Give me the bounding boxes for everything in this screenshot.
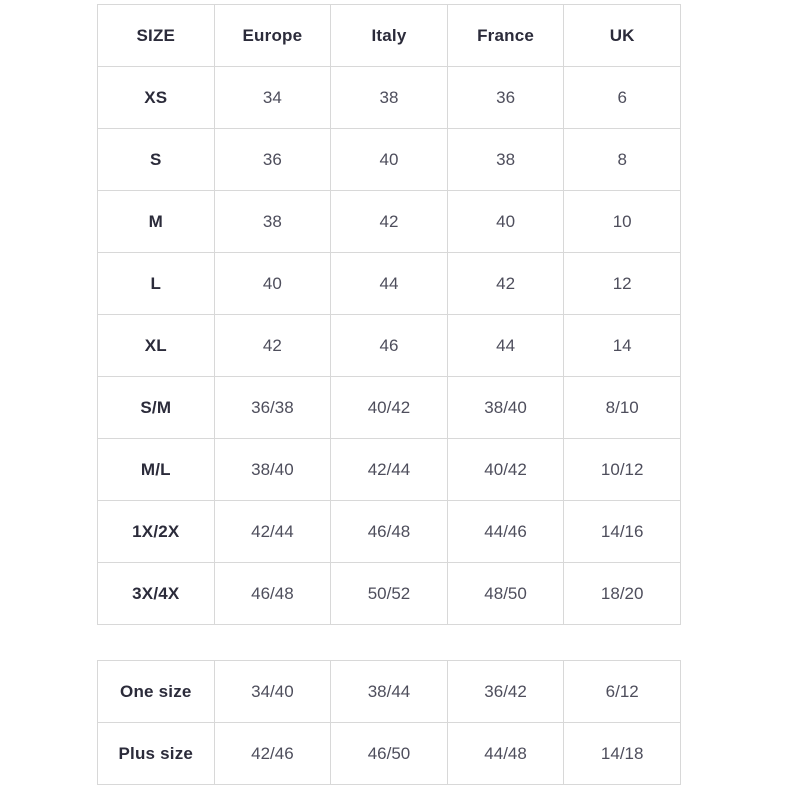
table-row: Plus size 42/46 46/50 44/48 14/18 bbox=[97, 722, 681, 785]
table-cell: 6 bbox=[563, 66, 681, 129]
table-cell: 38/40 bbox=[446, 376, 565, 439]
table-cell: 48/50 bbox=[446, 562, 565, 625]
table-cell: 14 bbox=[563, 314, 681, 377]
table-cell: 46/50 bbox=[330, 722, 448, 785]
table-cell: 44 bbox=[446, 314, 565, 377]
table-row: S/M 36/38 40/42 38/40 8/10 bbox=[97, 376, 681, 439]
size-table-body: XS 34 38 36 6 S 36 40 38 8 M 38 42 40 10 bbox=[97, 66, 681, 625]
table-cell: 38 bbox=[446, 128, 565, 191]
table-cell: 6/12 bbox=[563, 660, 681, 723]
special-table-body: One size 34/40 38/44 36/42 6/12 Plus siz… bbox=[97, 660, 681, 785]
table-cell: 44/48 bbox=[446, 722, 565, 785]
table-row: 1X/2X 42/44 46/48 44/46 14/16 bbox=[97, 500, 681, 563]
row-label: XL bbox=[97, 314, 215, 377]
table-row: XS 34 38 36 6 bbox=[97, 66, 681, 129]
table-cell: 10 bbox=[563, 190, 681, 253]
row-label: XS bbox=[97, 66, 215, 129]
table-row: One size 34/40 38/44 36/42 6/12 bbox=[97, 660, 681, 723]
table-cell: 38/44 bbox=[330, 660, 448, 723]
table-row: XL 42 46 44 14 bbox=[97, 314, 681, 377]
row-label: 3X/4X bbox=[97, 562, 215, 625]
table-cell: 8 bbox=[563, 128, 681, 191]
row-label: 1X/2X bbox=[97, 500, 215, 563]
table-cell: 40/42 bbox=[446, 438, 565, 501]
table-cell: 42/46 bbox=[213, 722, 332, 785]
table-row: S 36 40 38 8 bbox=[97, 128, 681, 191]
column-header-uk: UK bbox=[563, 4, 681, 67]
table-cell: 10/12 bbox=[563, 438, 681, 501]
table-row: 3X/4X 46/48 50/52 48/50 18/20 bbox=[97, 562, 681, 625]
table-cell: 14/18 bbox=[563, 722, 681, 785]
row-label: S/M bbox=[97, 376, 215, 439]
table-cell: 46/48 bbox=[213, 562, 332, 625]
table-cell: 44 bbox=[330, 252, 448, 315]
table-row: L 40 44 42 12 bbox=[97, 252, 681, 315]
table-cell: 12 bbox=[563, 252, 681, 315]
table-cell: 38 bbox=[330, 66, 448, 129]
table-cell: 44/46 bbox=[446, 500, 565, 563]
table-cell: 40/42 bbox=[330, 376, 448, 439]
size-conversion-table: SIZE Europe Italy France UK XS 34 38 36 … bbox=[97, 4, 681, 625]
table-cell: 50/52 bbox=[330, 562, 448, 625]
column-header-france: France bbox=[446, 4, 565, 67]
table-cell: 34 bbox=[213, 66, 332, 129]
row-label: M/L bbox=[97, 438, 215, 501]
row-label: Plus size bbox=[97, 722, 215, 785]
table-cell: 8/10 bbox=[563, 376, 681, 439]
table-cell: 38/40 bbox=[213, 438, 332, 501]
table-cell: 42 bbox=[446, 252, 565, 315]
column-header-size: SIZE bbox=[97, 4, 215, 67]
table-cell: 36/42 bbox=[446, 660, 565, 723]
table-cell: 42 bbox=[213, 314, 332, 377]
row-label: M bbox=[97, 190, 215, 253]
table-cell: 42/44 bbox=[330, 438, 448, 501]
table-row: M/L 38/40 42/44 40/42 10/12 bbox=[97, 438, 681, 501]
table-cell: 34/40 bbox=[213, 660, 332, 723]
table-cell: 18/20 bbox=[563, 562, 681, 625]
table-cell: 46 bbox=[330, 314, 448, 377]
table-cell: 36 bbox=[213, 128, 332, 191]
table-row: M 38 42 40 10 bbox=[97, 190, 681, 253]
table-cell: 40 bbox=[213, 252, 332, 315]
table-cell: 42 bbox=[330, 190, 448, 253]
special-sizes-table: One size 34/40 38/44 36/42 6/12 Plus siz… bbox=[97, 660, 681, 785]
table-cell: 40 bbox=[330, 128, 448, 191]
table-cell: 42/44 bbox=[213, 500, 332, 563]
table-cell: 36/38 bbox=[213, 376, 332, 439]
table-cell: 40 bbox=[446, 190, 565, 253]
table-cell: 38 bbox=[213, 190, 332, 253]
size-table-header: SIZE Europe Italy France UK bbox=[97, 4, 681, 67]
table-cell: 36 bbox=[446, 66, 565, 129]
table-cell: 14/16 bbox=[563, 500, 681, 563]
row-label: S bbox=[97, 128, 215, 191]
row-label: L bbox=[97, 252, 215, 315]
column-header-italy: Italy bbox=[330, 4, 448, 67]
column-header-europe: Europe bbox=[213, 4, 332, 67]
table-cell: 46/48 bbox=[330, 500, 448, 563]
row-label: One size bbox=[97, 660, 215, 723]
header-row: SIZE Europe Italy France UK bbox=[97, 4, 681, 67]
